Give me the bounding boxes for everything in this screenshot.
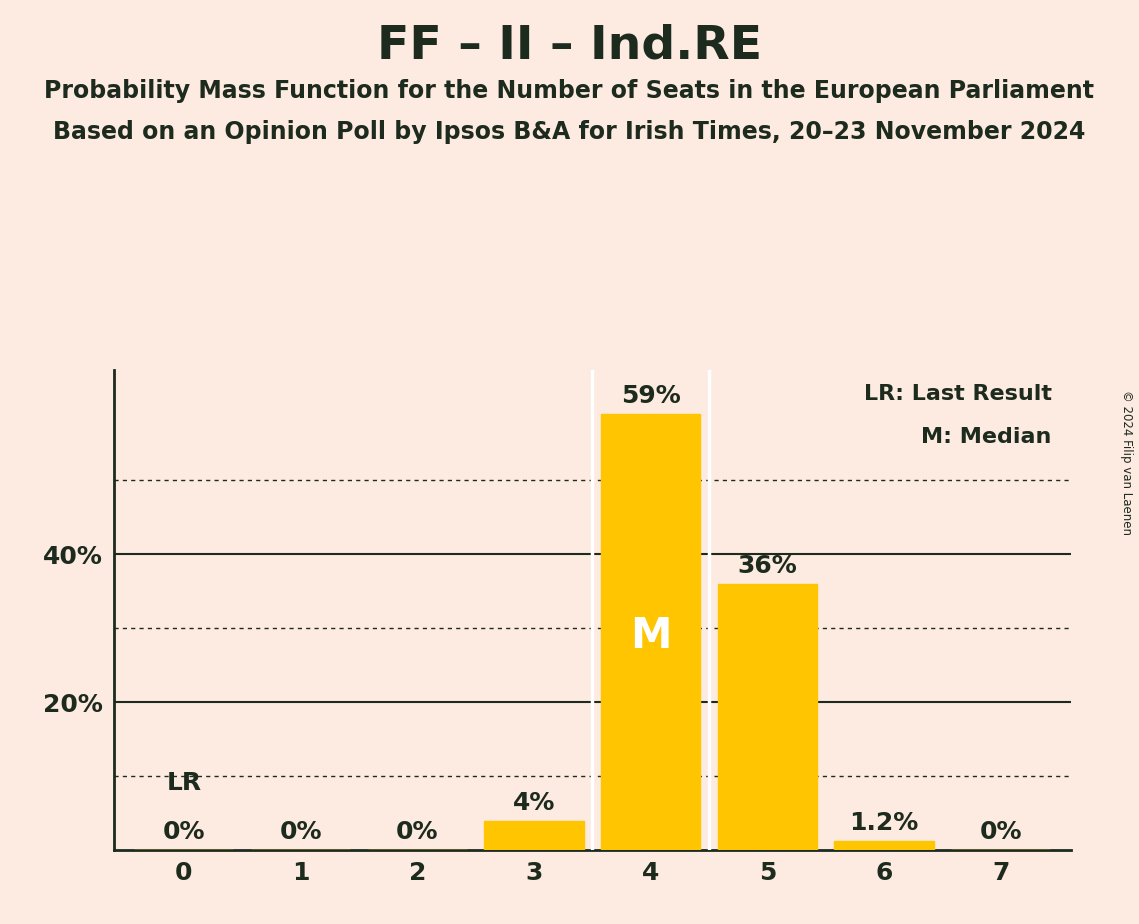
Bar [601,414,700,850]
Text: M: M [630,614,671,657]
Text: Based on an Opinion Poll by Ipsos B&A for Irish Times, 20–23 November 2024: Based on an Opinion Poll by Ipsos B&A fo… [54,120,1085,144]
Text: © 2024 Filip van Laenen: © 2024 Filip van Laenen [1121,390,1133,534]
Text: Probability Mass Function for the Number of Seats in the European Parliament: Probability Mass Function for the Number… [44,79,1095,103]
Text: 1.2%: 1.2% [850,811,918,835]
Text: 0%: 0% [980,821,1022,845]
Text: LR: Last Result: LR: Last Result [863,384,1051,404]
Text: 4%: 4% [513,791,555,815]
Text: FF – II – Ind.RE: FF – II – Ind.RE [377,23,762,68]
Bar [484,821,583,850]
Text: 0%: 0% [279,821,322,845]
Text: 59%: 59% [621,384,680,408]
Bar [718,584,817,850]
Text: LR: LR [166,771,202,795]
Text: 0%: 0% [163,821,205,845]
Text: M: Median: M: Median [921,427,1051,447]
Text: 0%: 0% [396,821,439,845]
Bar [835,841,934,850]
Text: 36%: 36% [737,554,797,578]
